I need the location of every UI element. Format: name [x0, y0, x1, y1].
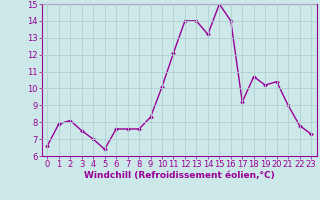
- X-axis label: Windchill (Refroidissement éolien,°C): Windchill (Refroidissement éolien,°C): [84, 171, 275, 180]
